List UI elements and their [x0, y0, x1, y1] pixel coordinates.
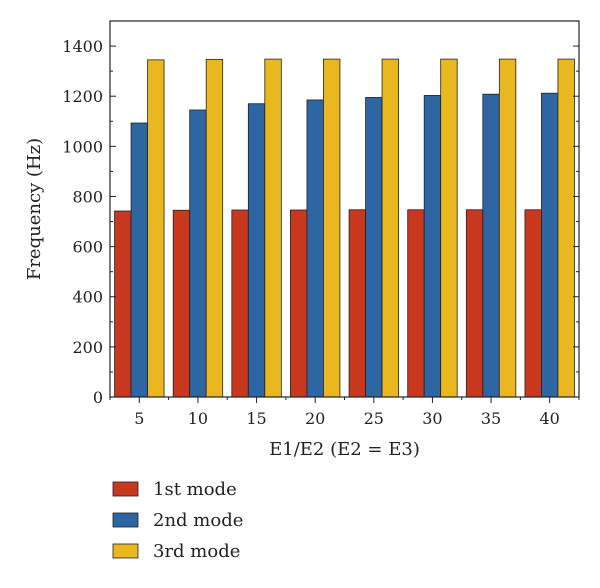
- bar-3rd-mode-15: [264, 58, 282, 398]
- bar-2nd-mode-30: [423, 95, 442, 398]
- y-tick-label: 800: [72, 187, 103, 206]
- bar-3rd-mode-35: [498, 58, 517, 398]
- x-tick-label: 40: [540, 409, 560, 428]
- x-tick-label: 20: [305, 409, 325, 428]
- bar-2nd-mode-35: [482, 93, 500, 398]
- legend-swatch-1: [112, 481, 139, 497]
- y-tick-label: 1000: [62, 137, 103, 156]
- bar-2nd-mode-25: [365, 97, 383, 398]
- x-axis-label: E1/E2 (E2 = E3): [269, 439, 420, 460]
- bar-1st-mode-10: [172, 209, 191, 398]
- bar-1st-mode-30: [407, 209, 425, 398]
- legend-swatch-2: [112, 512, 139, 528]
- y-axis: 0 200 400 600 800 1000 1200 1400: [62, 37, 579, 407]
- bar-3rd-mode-25: [381, 58, 399, 398]
- bar-1st-mode-40: [524, 209, 542, 398]
- legend-swatch-3: [112, 543, 139, 559]
- y-axis-label: Frequency (Hz): [24, 138, 45, 280]
- y-tick-label: 600: [72, 238, 103, 257]
- y-tick-label: 400: [72, 288, 103, 307]
- bar-3rd-mode-40: [557, 58, 575, 398]
- bar-3rd-mode-5: [147, 59, 165, 398]
- legend-label-1: 1st mode: [153, 479, 237, 500]
- x-tick-label: 25: [364, 409, 384, 428]
- y-tick-label: 1200: [62, 87, 103, 106]
- legend-label-2: 2nd mode: [153, 510, 243, 531]
- bar-1st-mode-20: [290, 209, 308, 398]
- legend-label-3: 3rd mode: [153, 541, 240, 562]
- bar-1st-mode-25: [348, 209, 366, 398]
- x-tick-label: 30: [422, 409, 442, 428]
- y-tick-label: 200: [72, 338, 103, 357]
- bar-1st-mode-35: [465, 209, 484, 398]
- bar-2nd-mode-15: [247, 103, 266, 398]
- bar-2nd-mode-10: [189, 109, 207, 398]
- bar-1st-mode-5: [114, 210, 132, 398]
- bar-3rd-mode-20: [323, 58, 341, 398]
- x-tick-label: 5: [134, 409, 144, 428]
- x-axis: 5 10 15 20 25 30 35 40: [109, 397, 580, 428]
- bar-1st-mode-15: [231, 209, 249, 398]
- bars-group: [114, 58, 575, 398]
- x-tick-label: 10: [188, 409, 208, 428]
- y-tick-label: 0: [93, 388, 103, 407]
- legend: 1st mode 2nd mode 3rd mode: [112, 479, 243, 562]
- y-tick-label: 1400: [62, 37, 103, 56]
- x-tick-label: 35: [481, 409, 501, 428]
- bar-3rd-mode-10: [205, 58, 224, 398]
- bar-3rd-mode-30: [440, 58, 458, 398]
- x-tick-label: 15: [246, 409, 266, 428]
- bar-2nd-mode-40: [541, 92, 559, 398]
- bar-2nd-mode-5: [130, 122, 148, 398]
- bar-2nd-mode-20: [306, 99, 324, 398]
